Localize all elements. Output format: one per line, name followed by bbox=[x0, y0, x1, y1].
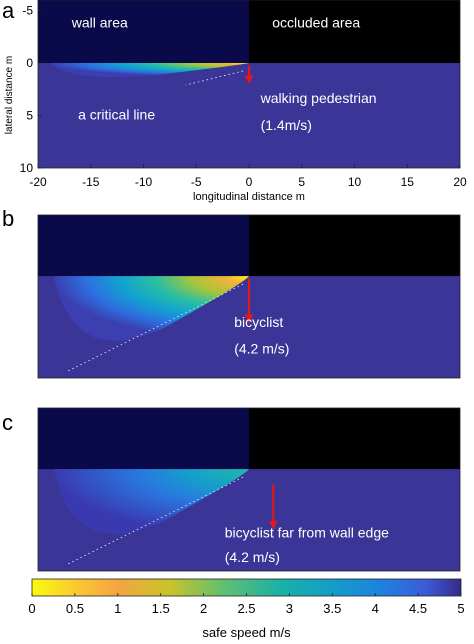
wall-area-label: wall area bbox=[71, 14, 128, 30]
panel-label-a: a bbox=[2, 0, 15, 23]
panel-a: a wall area occluded area a critical line wa… bbox=[2, 0, 467, 203]
occluded-region bbox=[249, 408, 460, 470]
colorbar-tick-label: 3.5 bbox=[323, 601, 341, 616]
agent-label: bicyclist far from wall edge bbox=[225, 524, 389, 540]
x-axis-label: longitudinal distance m bbox=[193, 191, 305, 203]
panel-frame bbox=[37, 214, 461, 379]
agent-label: walking pedestrian bbox=[260, 90, 377, 106]
x-tick-label: -20 bbox=[29, 175, 47, 189]
critical-zone bbox=[53, 276, 250, 341]
x-tick-label: 10 bbox=[348, 175, 362, 189]
critical-zone bbox=[50, 63, 249, 78]
colorbar-tick-label: 0.5 bbox=[66, 601, 84, 616]
colorbar-tick-label: 4.5 bbox=[409, 601, 427, 616]
panel-c: c bicyclist far from wall edge (4.2 m/s) bbox=[2, 407, 461, 572]
y-tick-label: 0 bbox=[26, 56, 33, 70]
colorbar-tick-label: 3 bbox=[286, 601, 293, 616]
wall-region bbox=[38, 0, 249, 63]
x-tick-label: 20 bbox=[453, 175, 467, 189]
colorbar: 0 0.5 1 1.5 2 2.5 3 3.5 4 4.5 5 safe speed m/s bbox=[28, 578, 465, 640]
critical-line-label: a critical line bbox=[78, 107, 155, 123]
agent-label: bicyclist bbox=[234, 314, 283, 330]
panel-frame bbox=[37, 407, 461, 572]
x-tick-label: -5 bbox=[191, 175, 202, 189]
panel-b: b bicyclist (4.2 m/s) bbox=[2, 206, 461, 379]
occluded-region bbox=[249, 215, 460, 277]
critical-line bbox=[65, 476, 244, 566]
colorbar-tick-label: 2 bbox=[200, 601, 207, 616]
colorbar-tick-label: 4 bbox=[372, 601, 379, 616]
panel-label-b: b bbox=[2, 206, 14, 231]
x-tick-label: 15 bbox=[401, 175, 415, 189]
x-tick-label: 0 bbox=[246, 175, 253, 189]
x-tick-label: -10 bbox=[135, 175, 153, 189]
agent-speed-label: (4.2 m/s) bbox=[225, 549, 280, 565]
critical-line bbox=[185, 70, 244, 86]
x-tick-label: -15 bbox=[82, 175, 100, 189]
occluded-area-label: occluded area bbox=[272, 14, 360, 30]
y-axis-label: lateral distance m bbox=[4, 56, 15, 134]
y-tick-label: 10 bbox=[20, 161, 34, 175]
x-tick-label: 5 bbox=[298, 175, 305, 189]
agent-speed-label: (1.4m/s) bbox=[261, 117, 312, 133]
colorbar-tick-label: 5 bbox=[457, 601, 464, 616]
critical-zone bbox=[53, 469, 250, 534]
panel-label-c: c bbox=[2, 410, 13, 435]
colorbar-tick-label: 1.5 bbox=[152, 601, 170, 616]
occluded-region bbox=[249, 0, 460, 63]
agent-speed-label: (4.2 m/s) bbox=[234, 341, 289, 357]
wall-region bbox=[38, 408, 249, 470]
wall-region bbox=[38, 215, 249, 277]
y-tick-label: -5 bbox=[22, 4, 33, 18]
colorbar-label: safe speed m/s bbox=[202, 625, 291, 640]
colorbar-tick-label: 0 bbox=[28, 601, 35, 616]
critical-line bbox=[65, 283, 244, 373]
colorbar-tick-label: 2.5 bbox=[237, 601, 255, 616]
colorbar-tick-label: 1 bbox=[114, 601, 121, 616]
y-tick-label: 5 bbox=[26, 109, 33, 123]
